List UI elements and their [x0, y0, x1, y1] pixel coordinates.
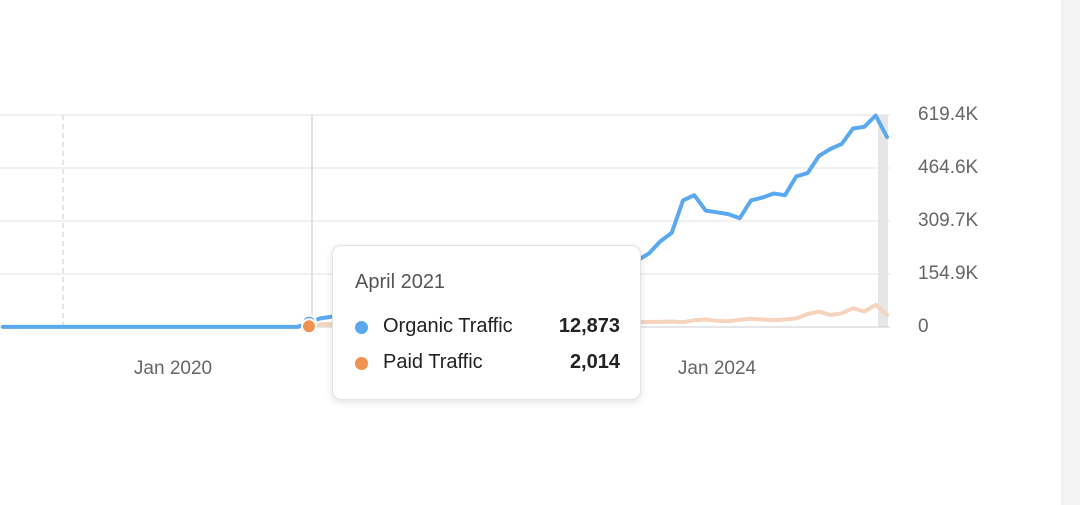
tooltip-name: Organic Traffic [383, 315, 513, 337]
hover-dot [301, 318, 317, 335]
tooltip: April 2021 Organic Traffic 12,873 Paid T… [332, 245, 641, 400]
tooltip-value: 12,873 [558, 315, 620, 337]
y-tick-label: 619.4K [918, 104, 979, 125]
y-tick-label: 154.9K [918, 263, 979, 284]
hover-dots [301, 314, 317, 335]
tooltip-row: Organic Traffic 12,873 [355, 315, 620, 339]
side-panel [1062, 0, 1080, 505]
x-tick-label: Jan 2020 [134, 358, 212, 379]
tooltip-row: Paid Traffic 2,014 [355, 351, 620, 375]
y-tick-label: 309.7K [918, 210, 979, 231]
y-tick-label: 464.6K [918, 157, 979, 178]
x-tick-label: Jan 2024 [678, 358, 757, 379]
tooltip-title: April 2021 [355, 271, 446, 293]
legend-dot [355, 357, 368, 370]
tooltip-name: Paid Traffic [383, 351, 483, 373]
legend-dot [355, 321, 368, 334]
y-tick-label: 0 [918, 316, 929, 337]
grid: 0 154.9K 309.7K 464.6K 619.4K Jan 2020 Jan 202… [0, 104, 979, 379]
tooltip-value: 2,014 [569, 351, 620, 373]
